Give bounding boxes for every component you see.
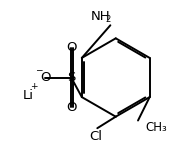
Text: CH₃: CH₃ xyxy=(145,121,167,134)
Text: +: + xyxy=(31,82,38,91)
Text: NH: NH xyxy=(91,10,110,23)
Text: O: O xyxy=(40,71,50,84)
Text: 2: 2 xyxy=(105,15,110,24)
Text: Li: Li xyxy=(23,89,34,102)
Text: S: S xyxy=(67,71,75,84)
Text: O: O xyxy=(66,41,76,54)
Text: −: − xyxy=(35,65,42,74)
Text: O: O xyxy=(66,101,76,114)
Text: Cl: Cl xyxy=(89,130,102,143)
